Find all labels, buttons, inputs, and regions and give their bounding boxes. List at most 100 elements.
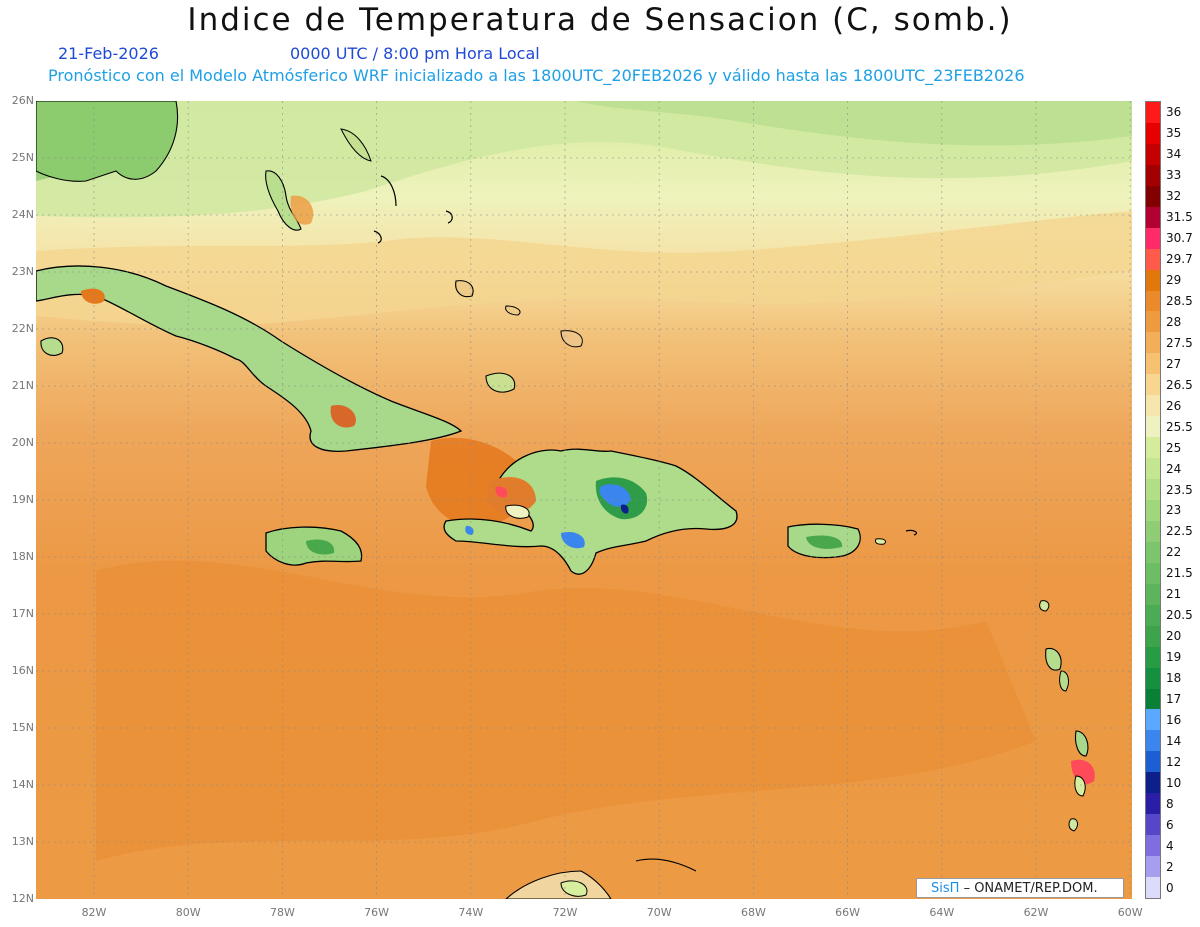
bahamas-small-2 [445, 210, 453, 224]
legend-swatch [1146, 646, 1160, 669]
legend-label: 22.5 [1166, 524, 1193, 539]
vieques [875, 538, 887, 545]
legend-swatch [1146, 604, 1160, 627]
legend-label: 2 [1166, 859, 1174, 874]
legend-swatch [1146, 374, 1160, 396]
legend-label: 0 [1166, 880, 1174, 895]
latitude-label: 22N [11, 322, 34, 335]
longitude-label: 68W [740, 906, 766, 919]
northeast-green [576, 101, 1132, 146]
legend-swatch [1146, 395, 1160, 417]
legend-label: 20 [1166, 629, 1182, 644]
legend-label: 29 [1166, 273, 1182, 288]
legend-label: 29.7 [1166, 252, 1193, 267]
legend-label: 28.5 [1166, 294, 1193, 308]
legend-label: 36 [1166, 105, 1182, 120]
forecast-time: 0000 UTC / 8:00 pm Hora Local [290, 44, 540, 63]
legend-label: 21 [1166, 587, 1182, 602]
legend-label: 33 [1166, 168, 1182, 183]
legend-swatch [1146, 793, 1160, 815]
guadeloupe [1045, 647, 1062, 671]
legend-swatch [1146, 437, 1160, 459]
legend-label: 26.5 [1166, 377, 1193, 392]
virgin-islands [905, 529, 918, 536]
legend-label: 35 [1166, 126, 1182, 141]
legend-label: 8 [1166, 796, 1174, 811]
legend-label: 27 [1166, 356, 1182, 371]
yellow-belt [36, 211, 1132, 326]
legend-label: 12 [1166, 754, 1182, 769]
map-title: Indice de Temperatura de Sensacion (C, s… [187, 2, 1013, 38]
legend-swatch [1146, 667, 1160, 690]
longitude-label: 64W [929, 906, 955, 919]
haiti-blue-spot-2 [561, 531, 585, 549]
latitude-label: 19N [11, 493, 34, 506]
legend-swatch [1146, 458, 1160, 480]
legend-swatch [1146, 688, 1160, 710]
legend-swatch [1146, 353, 1160, 375]
dr-dark-core [620, 504, 629, 514]
legend-swatch [1146, 164, 1160, 187]
legend-swatch [1146, 562, 1160, 585]
longitude-label: 66W [835, 906, 861, 919]
bahamas-small-1 [380, 175, 397, 207]
gonave-island [505, 504, 530, 519]
cuba-east-hotspot [330, 405, 356, 428]
dominica [1059, 670, 1069, 692]
latitude-label: 20N [11, 436, 34, 449]
longitude-label: 82W [81, 906, 107, 919]
legend-swatch [1146, 206, 1160, 229]
latitude-label: 17N [11, 607, 34, 620]
legend-swatch [1146, 730, 1160, 752]
bahamas-small-6 [560, 330, 583, 348]
saint-lucia [1074, 775, 1086, 797]
longitude-label: 72W [552, 906, 578, 919]
legend-swatch [1146, 479, 1160, 501]
pr-center [806, 535, 843, 549]
legend-label: 26 [1166, 398, 1182, 413]
legend-label: 23 [1166, 503, 1182, 518]
legend-label: 34 [1166, 147, 1182, 162]
legend-swatch [1146, 625, 1160, 648]
legend-label: 6 [1166, 817, 1174, 832]
legend-label: 19 [1166, 650, 1182, 665]
orange-patch-south [96, 560, 1036, 861]
legend-swatch [1146, 835, 1160, 857]
andros-island [265, 170, 302, 231]
legend-label: 25 [1166, 440, 1182, 455]
legend-swatch [1146, 877, 1160, 899]
model-info: Pronóstico con el Modelo Atmósferico WRF… [48, 66, 1025, 85]
longitude-label: 62W [1023, 906, 1049, 919]
legend-swatch [1146, 290, 1160, 312]
legend-swatch [1146, 772, 1160, 794]
legend-label: 10 [1166, 775, 1182, 790]
latitude-label: 25N [11, 151, 34, 164]
latitude-label: 14N [11, 778, 34, 791]
legend-label: 23.5 [1166, 482, 1193, 497]
legend-swatch [1146, 416, 1160, 438]
latitude-label: 21N [11, 379, 34, 392]
legend-swatch [1146, 500, 1160, 522]
legend-swatch [1146, 143, 1160, 166]
latitude-label: 18N [11, 550, 34, 563]
legend-swatch [1146, 185, 1160, 208]
legend-swatch [1146, 856, 1160, 878]
legend-label: 28 [1166, 314, 1182, 329]
legend-label: 31.5 [1166, 210, 1193, 225]
longitude-label: 74W [458, 906, 484, 919]
lesser-antilles-1 [1039, 600, 1050, 612]
legend-label: 16 [1166, 712, 1182, 727]
florida-keys [36, 101, 179, 182]
sispi-brand: SisΠ [931, 881, 960, 896]
credit-org: – ONAMET/REP.DOM. [963, 881, 1098, 896]
legend-swatch [1146, 269, 1160, 292]
legend-swatch [1146, 248, 1160, 271]
cuba-island [36, 265, 463, 452]
legend-label: 20.5 [1166, 608, 1193, 623]
forecast-date: 21-Feb-2026 [58, 44, 159, 63]
legend-label: 17 [1166, 692, 1182, 706]
heat-index-map [36, 101, 1132, 899]
haiti-red-spot [495, 486, 508, 498]
grid-lines [36, 101, 1132, 899]
legend-label: 24 [1166, 461, 1182, 476]
